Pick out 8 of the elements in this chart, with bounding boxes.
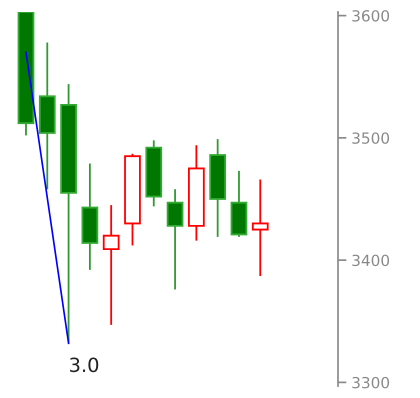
candlestick — [102, 204, 120, 326]
y-tick-label: 3400 — [352, 254, 390, 266]
y-tick-label: 3300 — [352, 376, 390, 388]
candlestick — [252, 178, 269, 277]
candlestick — [166, 188, 184, 290]
y-tick-label: 3600 — [352, 10, 390, 22]
annotation: 3.0 — [70, 358, 98, 372]
y-tick-label: 3500 — [352, 132, 390, 144]
